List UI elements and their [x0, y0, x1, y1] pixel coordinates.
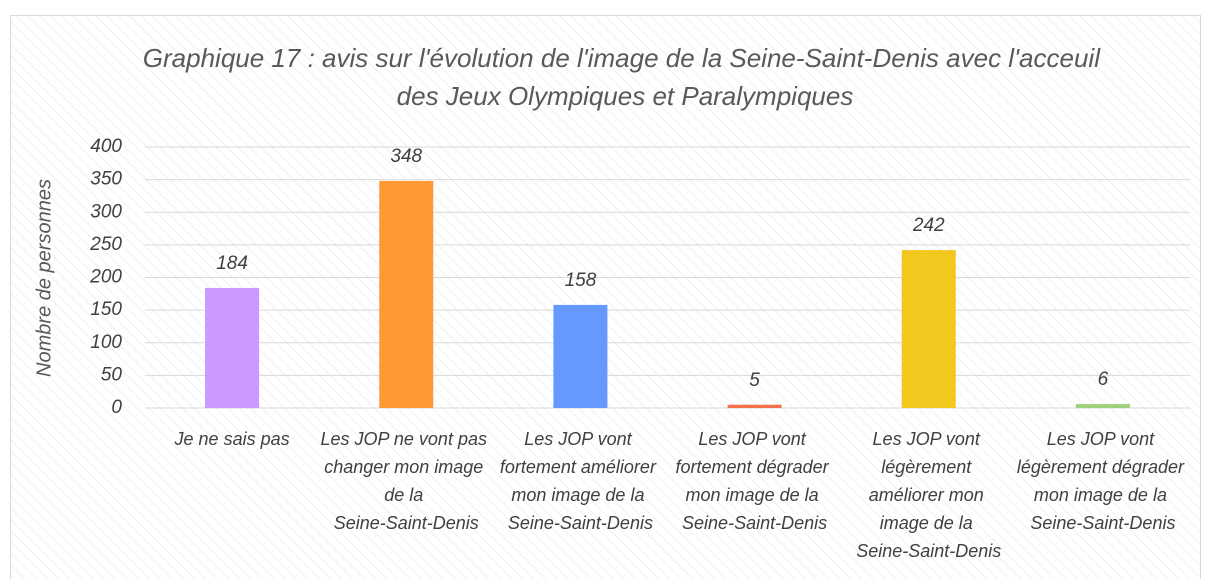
y-tick-label: 300 — [90, 201, 122, 222]
bar — [1075, 404, 1130, 408]
y-tick-label: 50 — [101, 364, 123, 385]
data-label: 348 — [390, 146, 422, 167]
y-tick-label: 350 — [90, 169, 122, 190]
x-tick-label: Les JOP vont légèrement dégrader mon ima… — [1017, 429, 1189, 533]
y-tick-label: 150 — [90, 299, 122, 320]
y-tick-label: 200 — [89, 267, 122, 288]
bar — [727, 404, 782, 408]
x-tick-label: Les JOP vont fortement améliorer mon ima… — [500, 429, 661, 533]
data-label: 5 — [749, 370, 760, 391]
bar — [553, 304, 608, 408]
y-tick-label: 250 — [89, 234, 122, 255]
y-axis-label: Nombre de personnes — [33, 179, 55, 377]
data-label: 6 — [1098, 369, 1109, 390]
y-tick-label: 100 — [90, 332, 122, 353]
data-label: 242 — [912, 215, 945, 236]
y-tick-label: 400 — [90, 136, 122, 157]
bar — [379, 180, 434, 408]
bar — [901, 250, 956, 408]
x-tick-label: Les JOP ne vont pas changer mon image de… — [321, 429, 492, 533]
x-tick-label: Les JOP vont légèrement améliorer mon im… — [856, 429, 1001, 561]
x-tick-label: Les JOP vont fortement dégrader mon imag… — [676, 429, 834, 533]
x-tick-label: Je ne sais pas — [174, 429, 290, 449]
y-tick-label: 0 — [111, 397, 122, 418]
data-label: 158 — [565, 270, 597, 291]
bar — [205, 287, 260, 408]
data-label: 184 — [216, 253, 248, 274]
chart-title: Graphique 17 : avis sur l'évolution de l… — [143, 43, 1107, 111]
